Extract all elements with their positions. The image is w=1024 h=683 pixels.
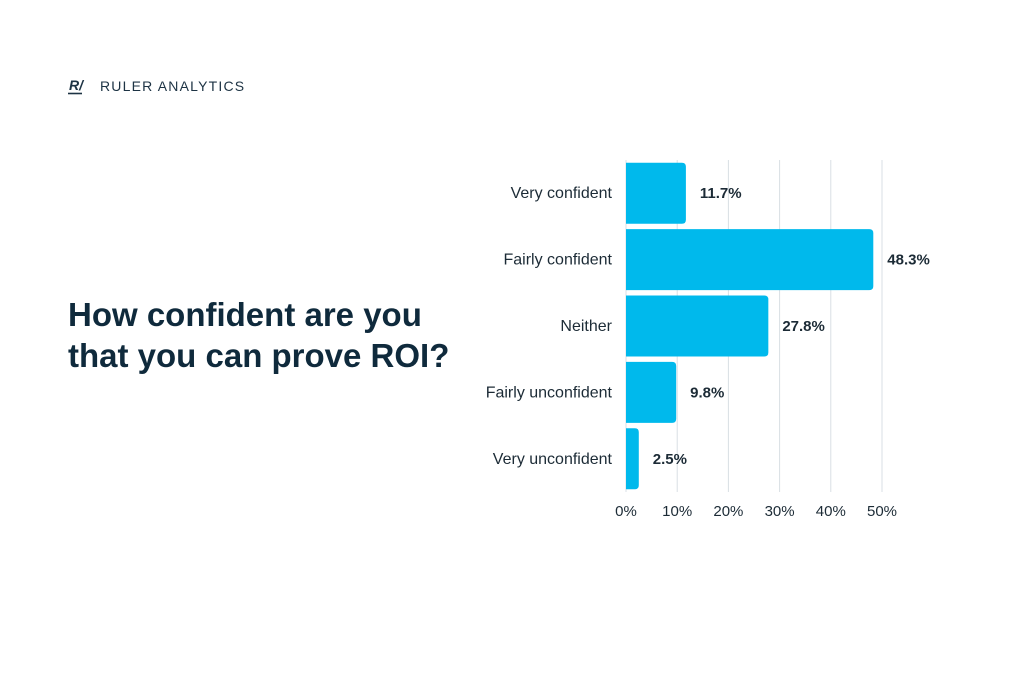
category-label-3: Neither — [560, 318, 612, 335]
svg-text:R/: R/ — [69, 77, 85, 93]
value-label-3: 27.8% — [782, 318, 825, 335]
title-line-2: that you can prove ROI? — [68, 337, 450, 374]
category-label-1: Very confident — [511, 185, 613, 202]
value-label-2: 48.3% — [887, 252, 930, 269]
category-label-5: Very unconfident — [493, 451, 613, 468]
bar-2 — [626, 229, 874, 291]
x-tick-label-30: 30% — [765, 503, 795, 520]
ruler-logo-icon: R/ — [68, 77, 85, 95]
x-tick-label-10: 10% — [662, 503, 692, 520]
category-label-4: Fairly unconfident — [486, 384, 613, 401]
brand-name: RULER ANALYTICS — [100, 78, 246, 94]
x-tick-label-40: 40% — [816, 503, 846, 520]
category-label-2: Fairly confident — [504, 252, 613, 269]
value-label-5: 2.5% — [653, 451, 687, 468]
brand-logo: R/ RULER ANALYTICS — [68, 76, 245, 96]
bar-5 — [626, 428, 639, 490]
bar-1 — [626, 162, 686, 224]
value-label-1: 11.7% — [700, 185, 742, 202]
x-tick-label-50: 50% — [867, 503, 897, 520]
chart-title: How confident are you that you can prove… — [68, 294, 488, 376]
title-line-1: How confident are you — [68, 296, 422, 333]
bar-3 — [626, 295, 769, 357]
bar-4 — [626, 361, 677, 423]
x-tick-label-20: 20% — [713, 503, 743, 520]
x-tick-label-0: 0% — [615, 503, 637, 520]
value-label-4: 9.8% — [690, 384, 724, 401]
